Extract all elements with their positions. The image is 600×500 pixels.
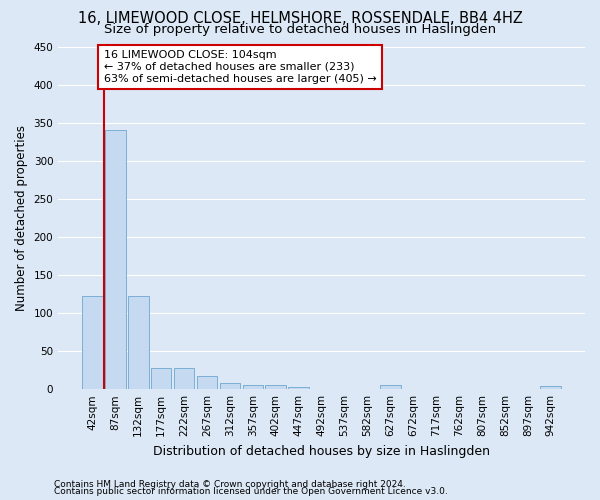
Bar [197, 376, 217, 389]
Text: Size of property relative to detached houses in Haslingden: Size of property relative to detached ho… [104, 22, 496, 36]
Text: 16 LIMEWOOD CLOSE: 104sqm
← 37% of detached houses are smaller (233)
63% of semi: 16 LIMEWOOD CLOSE: 104sqm ← 37% of detac… [104, 50, 377, 84]
Bar [82, 296, 103, 389]
Bar [105, 130, 125, 389]
Bar [242, 384, 263, 389]
Bar [128, 296, 149, 389]
Bar [151, 368, 172, 389]
Bar [265, 384, 286, 389]
Y-axis label: Number of detached properties: Number of detached properties [15, 125, 28, 311]
Bar [289, 387, 309, 389]
Text: Contains public sector information licensed under the Open Government Licence v3: Contains public sector information licen… [54, 487, 448, 496]
Text: 16, LIMEWOOD CLOSE, HELMSHORE, ROSSENDALE, BB4 4HZ: 16, LIMEWOOD CLOSE, HELMSHORE, ROSSENDAL… [77, 11, 523, 26]
X-axis label: Distribution of detached houses by size in Haslingden: Distribution of detached houses by size … [153, 444, 490, 458]
Bar [174, 368, 194, 389]
Text: Contains HM Land Registry data © Crown copyright and database right 2024.: Contains HM Land Registry data © Crown c… [54, 480, 406, 489]
Bar [541, 386, 561, 389]
Bar [220, 383, 240, 389]
Bar [380, 386, 401, 389]
